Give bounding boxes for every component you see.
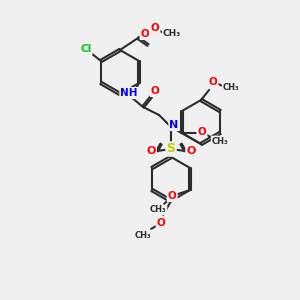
Text: CH₃: CH₃ bbox=[150, 206, 166, 214]
Text: O: O bbox=[168, 191, 176, 201]
Text: N: N bbox=[169, 120, 179, 130]
Text: CH₃: CH₃ bbox=[223, 83, 239, 92]
Text: NH: NH bbox=[120, 88, 138, 98]
Text: O: O bbox=[186, 146, 196, 156]
Text: CH₃: CH₃ bbox=[163, 29, 181, 38]
Text: O: O bbox=[146, 146, 156, 156]
Text: O: O bbox=[151, 23, 159, 33]
Text: O: O bbox=[157, 218, 165, 228]
Text: O: O bbox=[151, 86, 159, 96]
Text: O: O bbox=[209, 77, 218, 87]
Text: O: O bbox=[198, 127, 206, 137]
Text: CH₃: CH₃ bbox=[135, 230, 152, 239]
Text: CH₃: CH₃ bbox=[212, 136, 228, 146]
Text: O: O bbox=[141, 29, 149, 39]
Text: Cl: Cl bbox=[80, 44, 92, 54]
Text: S: S bbox=[167, 142, 176, 155]
